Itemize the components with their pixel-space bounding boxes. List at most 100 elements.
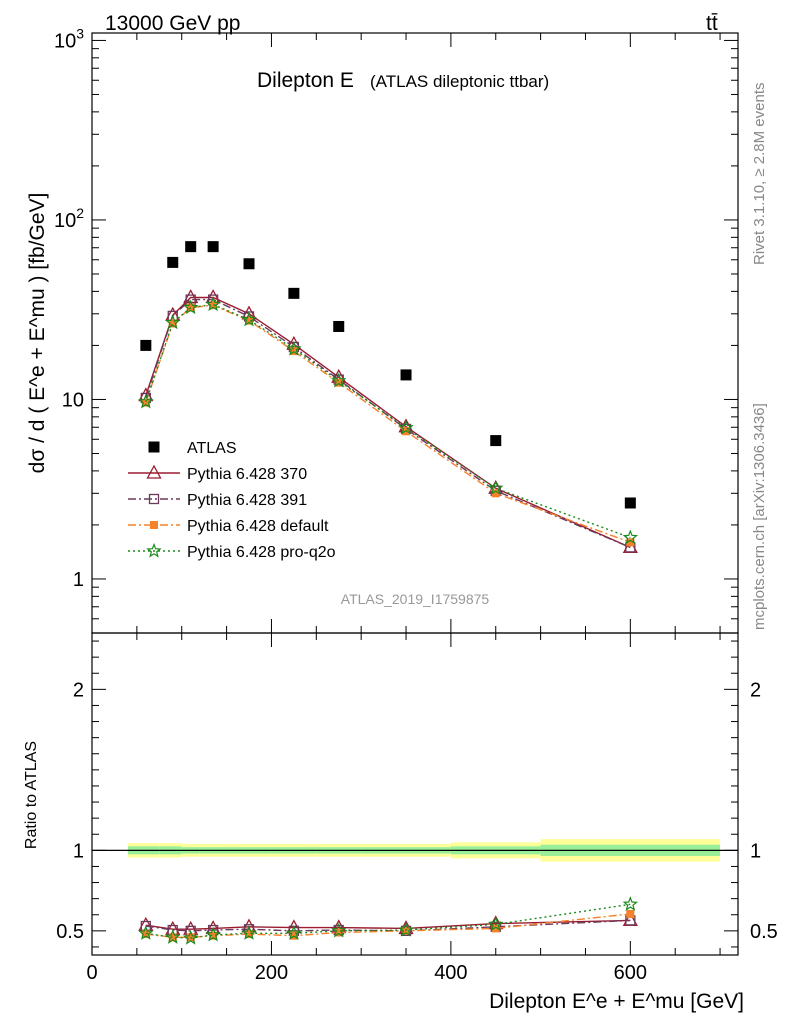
x-tick-label: 600 <box>614 962 647 984</box>
legend-label: Pythia 6.428 pro-q2o <box>187 544 336 561</box>
data-point <box>488 480 504 495</box>
series-line <box>145 296 631 549</box>
legend-marker <box>148 493 160 505</box>
legend-item: Pythia 6.428 391 <box>128 492 307 509</box>
data-point <box>286 340 302 356</box>
data-point <box>168 319 177 328</box>
data-point <box>165 314 181 330</box>
main-y-axis-text: dσ / d ( E^e + E^mu ) [fb/GeV] <box>26 193 49 474</box>
ratio-series-3 <box>138 896 639 945</box>
ratio-data-point <box>138 925 154 940</box>
ratio-y-tick-label-right: 2 <box>750 679 761 701</box>
legend-item: Pythia 6.428 pro-q2o <box>128 542 336 561</box>
legend-marker <box>150 521 158 529</box>
analysis-watermark: ATLAS_2019_I1759875 <box>341 591 490 607</box>
ratio-data-point <box>245 930 254 939</box>
ratio-y-tick-label: 0.5 <box>56 921 84 943</box>
data-point <box>288 287 300 299</box>
main-plot-frame <box>91 32 739 634</box>
legend-item: ATLAS <box>148 440 237 457</box>
data-point <box>241 311 257 327</box>
legend-item: Pythia 6.428 default <box>128 518 329 535</box>
data-point <box>331 372 347 388</box>
plot-title: Dilepton E <box>257 69 354 92</box>
ratio-data-point <box>488 916 504 932</box>
data-point <box>243 258 255 270</box>
ratio-y-axis-label: Ratio to ATLAS <box>23 741 40 849</box>
ratio-data-point <box>205 926 221 942</box>
rivet-label: Rivet 3.1.10, ≥ 2.8M events <box>751 83 768 266</box>
ratio-data-point <box>241 925 257 940</box>
ratio-data-point <box>622 896 639 911</box>
ratio-data-point <box>626 909 635 918</box>
data-point <box>186 303 195 312</box>
ratio-plot-frame <box>91 632 739 956</box>
legend-marker <box>146 464 162 479</box>
ratio-data-point <box>286 925 302 940</box>
plot-subtitle: (ATLAS dileptonic ttbar) <box>370 72 549 91</box>
data-point <box>167 256 179 268</box>
data-point <box>245 316 254 325</box>
x-tick-label: 200 <box>255 962 288 984</box>
ratio-series-line <box>145 919 631 930</box>
ratio-data-point <box>182 929 199 945</box>
ratio-data-point <box>186 933 195 942</box>
series-1 <box>138 289 638 554</box>
main-y-axis-label: dσ / d ( E^e + E^mu ) [fb/GeV] <box>26 193 49 474</box>
data-point <box>182 299 199 315</box>
data-point <box>400 369 412 381</box>
ratio-plot-panel: 0.5 0.5 1 1 2 2 0 200 400 600 Ratio to ATLAS Dile… <box>23 632 778 1013</box>
data-point <box>624 497 636 509</box>
y-tick-label: 102 <box>54 205 84 232</box>
series-0 <box>140 241 636 509</box>
data-point <box>205 296 221 312</box>
series-3 <box>141 301 635 547</box>
x-tick-label: 400 <box>434 962 467 984</box>
ratio-data-point <box>168 933 177 942</box>
data-point <box>334 378 343 387</box>
series-line <box>145 298 631 549</box>
legend-label: Pythia 6.428 391 <box>187 492 307 509</box>
ratio-y-tick-label-right: 1 <box>750 840 761 862</box>
data-point <box>398 419 414 435</box>
main-plot-panel: 1 10 102 103 Dilepton E (ATLAS dileptonic t… <box>26 25 739 634</box>
legend-marker <box>148 441 160 453</box>
ratio-data-point <box>141 930 150 939</box>
series-2 <box>140 294 636 553</box>
ratio-series-line <box>145 903 631 939</box>
data-point <box>141 398 150 407</box>
y-tick-label: 1 <box>73 569 84 591</box>
series-4 <box>138 296 639 545</box>
data-point <box>490 435 502 447</box>
process-label: 13000 GeV pp <box>105 12 240 35</box>
data-point <box>289 347 298 356</box>
legend-label: ATLAS <box>187 440 237 457</box>
ratio-data-point <box>331 922 347 938</box>
y-tick-label: 103 <box>54 25 84 52</box>
data-point <box>185 241 197 253</box>
ratio-data-point <box>402 926 411 935</box>
data-point <box>140 339 152 351</box>
data-point <box>333 320 345 332</box>
ratio-data-point <box>334 928 343 937</box>
ratio-data-point <box>209 931 218 940</box>
data-point <box>207 241 219 253</box>
final-state-label: tt̄ <box>706 12 718 35</box>
mcplots-label: mcplots.cern.ch [arXiv:1306.3436] <box>751 403 768 630</box>
legend-marker <box>146 542 162 558</box>
ratio-data-point <box>398 921 414 937</box>
ratio-y-tick-label: 1 <box>73 840 84 862</box>
series-line <box>145 303 631 539</box>
y-tick-label: 10 <box>62 389 84 411</box>
ratio-series-line <box>145 919 631 932</box>
x-tick-label: 0 <box>86 962 97 984</box>
ratio-y-tick-label: 2 <box>73 679 84 701</box>
ratio-y-tick-label-right: 0.5 <box>750 921 778 943</box>
data-point <box>138 393 154 409</box>
series-line <box>145 304 631 543</box>
ratio-y-axis-text: Ratio to ATLAS <box>23 741 40 849</box>
data-point <box>626 538 635 547</box>
data-point <box>622 529 639 545</box>
legend-item: Pythia 6.428 370 <box>128 464 307 483</box>
